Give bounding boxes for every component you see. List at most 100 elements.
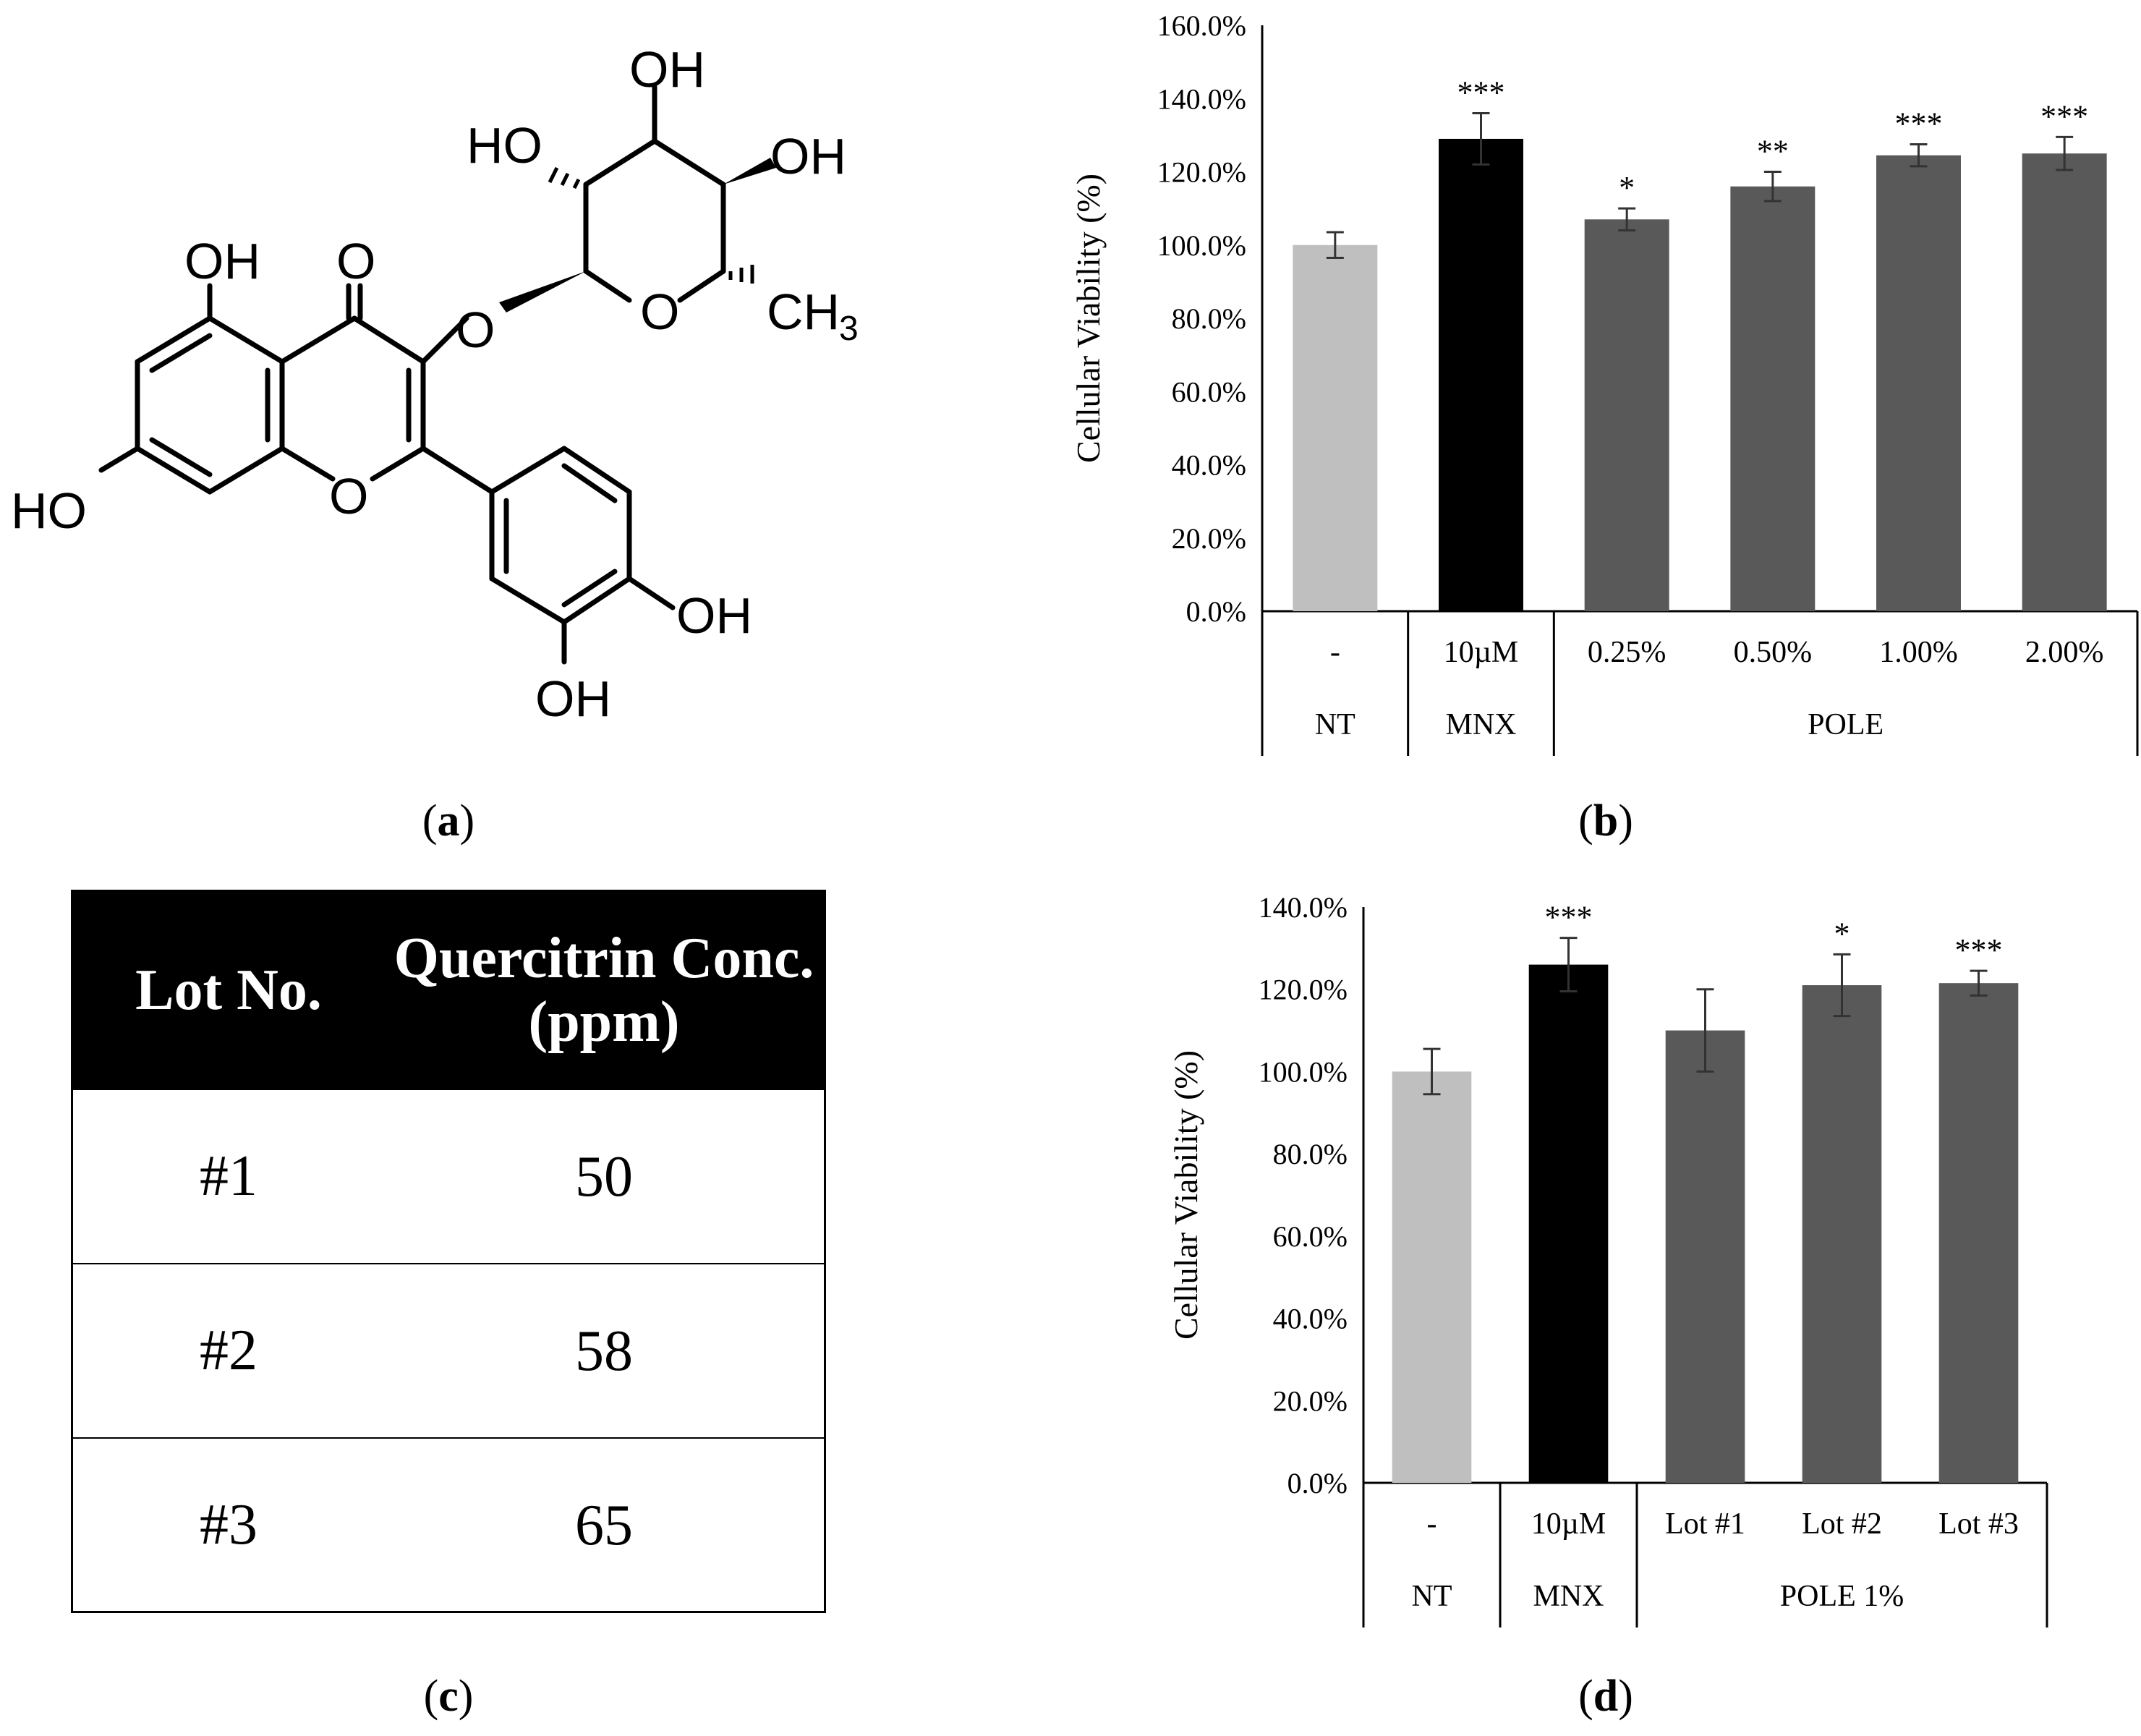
atom-label: O (456, 302, 495, 358)
bond (279, 446, 336, 482)
x-tick-label: 0.25% (1588, 636, 1667, 669)
y-tick-label: 0.0% (1186, 595, 1246, 628)
group-label: MNX (1533, 1580, 1604, 1613)
cell-conc: 58 (575, 1319, 633, 1383)
bond (583, 138, 657, 187)
bond (561, 576, 632, 625)
quercitrin-table: Lot No. Quercitrin Conc. (ppm) #1 50 #2 … (71, 890, 826, 1613)
x-tick-label: 0.50% (1734, 636, 1813, 669)
cell-conc: 50 (575, 1144, 633, 1209)
bond (420, 446, 495, 495)
bar (1293, 244, 1378, 611)
group-label: MNX (1445, 708, 1516, 741)
y-tick-label: 60.0% (1172, 375, 1246, 408)
significance-label: *** (2040, 98, 2088, 134)
x-tick-label: 2.00% (2025, 636, 2104, 669)
y-tick-label: 120.0% (1157, 156, 1246, 189)
y-tick-label: 40.0% (1172, 449, 1246, 482)
wedge-bond (723, 158, 776, 184)
bond (135, 446, 213, 495)
table-header: Lot No. Quercitrin Conc. (ppm) (73, 892, 824, 1089)
bar (1392, 1071, 1472, 1483)
x-tick-label: Lot #2 (1802, 1507, 1882, 1541)
atom-label: 3 (839, 310, 859, 348)
bar (1730, 186, 1816, 611)
x-tick-label: 10µM (1444, 636, 1519, 669)
y-axis-label: Cellular Viability (%) (1070, 174, 1107, 463)
significance-label: *** (1955, 932, 2003, 968)
group-label: POLE (1808, 708, 1884, 741)
group-label: NT (1315, 708, 1355, 741)
x-tick-label: 1.00% (1879, 636, 1958, 669)
x-tick-label: - (1427, 1507, 1437, 1541)
bond (677, 268, 726, 303)
y-tick-label: 0.0% (1287, 1467, 1348, 1499)
x-tick-label: Lot #3 (1938, 1507, 2019, 1541)
atom-label: O (329, 468, 368, 524)
y-tick-label: 140.0% (1259, 891, 1348, 924)
significance-label: * (1834, 916, 1850, 951)
bar (1584, 219, 1669, 611)
y-tick-label: 80.0% (1273, 1138, 1348, 1170)
molecule-panel: OH HO OH OH O O CH 3 O HO O OH OH (0, 0, 940, 781)
bar (1938, 983, 2019, 1483)
atom-label: OH (676, 587, 752, 644)
y-tick-label: 80.0% (1172, 302, 1246, 335)
atom-label: OH (770, 128, 846, 184)
table-row: #3 65 (73, 1437, 824, 1612)
bond (135, 315, 213, 365)
hash-bond (572, 178, 581, 190)
x-tick-label: Lot #1 (1665, 1507, 1745, 1541)
atom-label: OH (535, 671, 611, 727)
bar (1439, 138, 1523, 611)
bond (370, 446, 426, 482)
y-tick-label: 160.0% (1157, 9, 1246, 42)
atom-label: O (336, 233, 375, 289)
viability-chart-d: 0.0% 20.0% 40.0% 60.0% 80.0% 100.0% 120.0% 140.… (1167, 891, 2048, 1628)
bond (489, 446, 567, 495)
panel-caption-d: (d) (1578, 1672, 1633, 1721)
y-axis-label: Cellular Viability (%) (1167, 1050, 1204, 1340)
atom-label: O (640, 284, 679, 340)
bond (489, 576, 567, 625)
wedge-bond (499, 271, 586, 312)
y-tick-label: 20.0% (1273, 1384, 1348, 1417)
group-label: POLE 1% (1780, 1580, 1904, 1613)
bar (2022, 153, 2107, 611)
panel-caption-b: (b) (1578, 796, 1633, 846)
atom-label: HO (467, 117, 542, 174)
x-tick-label: - (1330, 636, 1340, 669)
atom-label: CH (767, 284, 840, 340)
table-row: #1 50 (73, 1089, 824, 1263)
quercitrin-structure: OH HO OH OH O O CH 3 O HO O OH OH (11, 41, 859, 727)
y-tick-label: 100.0% (1259, 1055, 1348, 1088)
bond (420, 315, 469, 365)
cell-lot: #1 (200, 1144, 257, 1208)
bond (352, 315, 426, 365)
hash-bond (548, 166, 559, 184)
chart-b-panel: 0.0% 20.0% 40.0% 60.0% 80.0% 100.0% 120.0% 140.… (1013, 0, 2141, 796)
y-tick-label: 140.0% (1157, 82, 1246, 115)
bond (98, 446, 140, 473)
significance-label: ** (1757, 134, 1789, 169)
hash-bond (560, 172, 570, 187)
bond (207, 446, 285, 495)
bond-double (561, 569, 618, 608)
bond (583, 268, 632, 303)
significance-label: *** (1545, 900, 1593, 935)
y-tick-label: 40.0% (1273, 1303, 1348, 1335)
group-label: NT (1412, 1580, 1452, 1613)
cell-lot: #2 (200, 1319, 257, 1382)
bond-double (149, 437, 213, 477)
panel-caption-c: (c) (423, 1672, 474, 1721)
y-tick-label: 20.0% (1172, 522, 1246, 555)
significance-label: * (1619, 170, 1635, 205)
panel-caption-a: (a) (422, 796, 475, 846)
bond (652, 138, 726, 187)
bar (1876, 155, 1961, 611)
cell-lot: #3 (200, 1493, 257, 1557)
bar (1802, 985, 1882, 1483)
atom-label: OH (184, 233, 260, 289)
bar (1665, 1030, 1745, 1483)
viability-chart-b: 0.0% 20.0% 40.0% 60.0% 80.0% 100.0% 120.0% 140.… (1070, 9, 2139, 756)
